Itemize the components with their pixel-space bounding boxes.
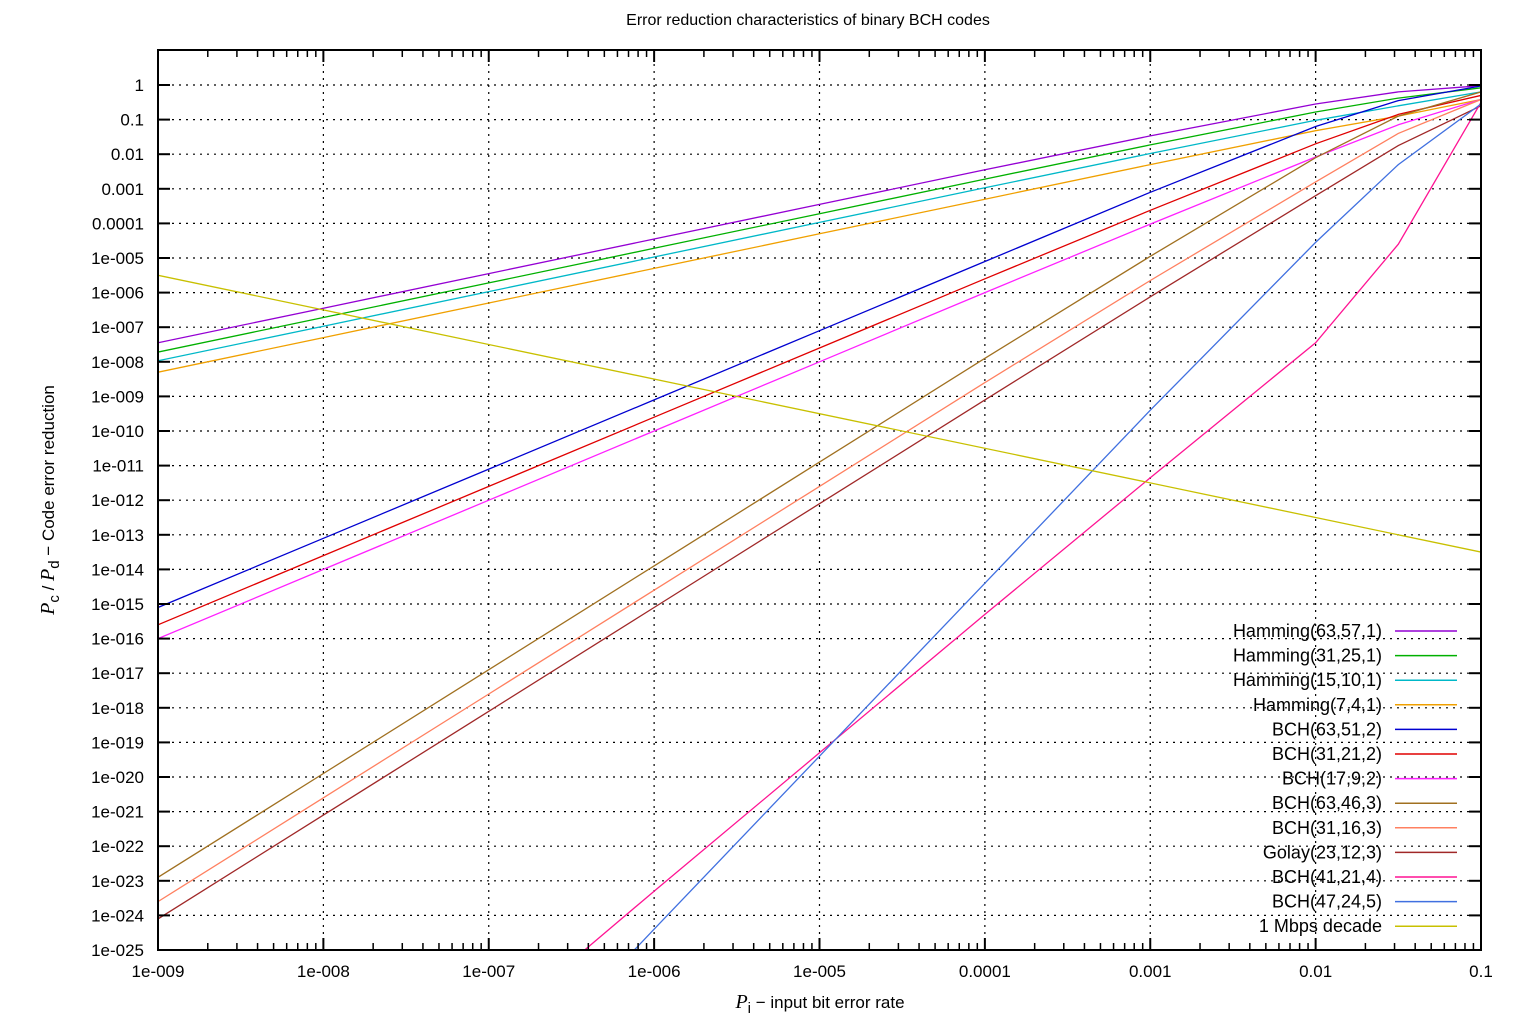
y-tick-labels: 1 0.1 0.01 0.001 0.0001 1e-005 1e-006 1e-007 1e-… [91, 76, 144, 960]
series-line [158, 98, 1481, 903]
y-tick-label: 1e-024 [91, 906, 144, 925]
series-line [633, 103, 1481, 950]
y-tick-label: 0.01 [111, 145, 144, 164]
y-tick-label: 1e-016 [91, 630, 144, 649]
legend-label: Hamming(15,10,1) [1233, 670, 1382, 690]
y-tick-label: 1e-018 [91, 699, 144, 718]
y-tick-label: 0.0001 [92, 214, 144, 233]
x-tick-labels: 1e-009 1e-008 1e-007 1e-006 1e-005 0.0001 0.00… [132, 962, 1493, 981]
series-line [158, 98, 1481, 373]
y-tick-label: 1e-011 [92, 457, 144, 476]
y-tick-label: 1e-012 [91, 491, 144, 510]
x-tick-label: 1e-009 [132, 962, 185, 981]
x-tick-label: 0.0001 [959, 962, 1011, 981]
y-tick-label: 1e-005 [91, 249, 144, 268]
legend-label: Golay(23,12,3) [1263, 842, 1382, 862]
y-tick-label: 1e-019 [91, 733, 144, 752]
y-tick-label: 0.001 [101, 180, 144, 199]
x-tick-label: 1e-005 [793, 962, 846, 981]
legend-label: BCH(47,24,5) [1272, 892, 1382, 912]
y-tick-label: 1e-015 [91, 595, 144, 614]
series-line [584, 101, 1481, 950]
series-line [158, 98, 1481, 640]
x-tick-label: 1e-008 [297, 962, 350, 981]
series-line [158, 274, 1481, 553]
legend: Hamming(63,57,1) Hamming(31,25,1) Hamming(… [1233, 621, 1457, 936]
grid-lines [158, 50, 1481, 950]
x-axis-label: Pi − input bit error rate [734, 991, 904, 1017]
legend-label: Hamming(7,4,1) [1253, 695, 1382, 715]
y-tick-label: 1e-009 [91, 387, 144, 406]
legend-label: BCH(31,21,2) [1272, 744, 1382, 764]
y-tick-label: 1e-021 [91, 803, 144, 822]
data-series [158, 85, 1481, 950]
series-line [158, 105, 1481, 920]
series-line [158, 91, 1481, 878]
legend-label: 1 Mbps decade [1259, 916, 1382, 936]
y-tick-label: 1e-010 [91, 422, 144, 441]
legend-label: BCH(63,46,3) [1272, 793, 1382, 813]
series-line [158, 85, 1481, 609]
x-tick-label: 1e-006 [628, 962, 681, 981]
legend-label: BCH(17,9,2) [1282, 769, 1382, 789]
y-tick-label: 1e-008 [91, 353, 144, 372]
x-tick-label: 0.1 [1469, 962, 1493, 981]
series-line [158, 87, 1481, 353]
y-tick-label: 1e-013 [91, 526, 144, 545]
x-tick-label: 0.01 [1299, 962, 1332, 981]
y-tick-label: 1e-006 [91, 284, 144, 303]
axis-ticks [157, 50, 1482, 951]
y-tick-label: 1e-023 [91, 872, 144, 891]
series-line [158, 94, 1481, 626]
legend-label: Hamming(31,25,1) [1233, 646, 1382, 666]
y-tick-label: 1e-014 [91, 560, 144, 579]
y-tick-label: 1 [135, 76, 144, 95]
legend-label: BCH(41,21,4) [1272, 867, 1382, 887]
y-tick-label: 1e-022 [91, 837, 144, 856]
x-tick-label: 1e-007 [462, 962, 515, 981]
y-tick-label: 0.1 [120, 111, 144, 130]
y-tick-label: 1e-007 [91, 318, 144, 337]
series-line [158, 85, 1481, 344]
y-tick-label: 1e-017 [91, 664, 144, 683]
legend-label: Hamming(63,57,1) [1233, 621, 1382, 641]
y-tick-label: 1e-020 [91, 768, 144, 787]
legend-label: BCH(31,16,3) [1272, 818, 1382, 838]
chart-title: Error reduction characteristics of binar… [626, 12, 990, 29]
y-axis-label: Pc / Pd − Code error reduction [37, 385, 63, 616]
x-tick-label: 0.001 [1129, 962, 1172, 981]
legend-label: BCH(63,51,2) [1272, 719, 1382, 739]
y-tick-label: 1e-025 [91, 941, 144, 960]
